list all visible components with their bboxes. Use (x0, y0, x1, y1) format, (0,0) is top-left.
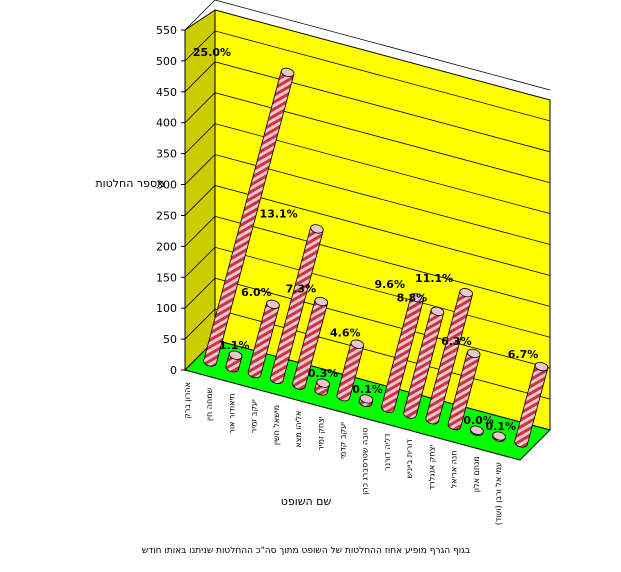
gridline (184, 123, 551, 215)
category-label: עמי אל ורבן (ועוד) (494, 462, 503, 525)
category-label: מישאל חשין (272, 405, 281, 445)
bar (336, 339, 365, 402)
y-tick-label: 500 (156, 55, 177, 68)
gridline (184, 30, 551, 122)
category-label: יעקב זמיר (250, 399, 259, 433)
gridline (184, 154, 551, 245)
category-label: חנה אריאל (450, 451, 459, 489)
bar (403, 306, 445, 419)
category-label: יצחק זמיר (316, 416, 325, 451)
y-tick-label: 250 (156, 209, 177, 222)
y-tick-label: 150 (156, 271, 177, 284)
data-label: 25.0% (193, 46, 231, 59)
category-label: דורית בייניש (405, 439, 414, 479)
data-label: 0.3% (308, 367, 339, 380)
y-tick-label: 100 (156, 302, 177, 315)
category-label: אהרון ברק (183, 382, 192, 419)
gridline (184, 0, 551, 91)
bars (203, 67, 549, 448)
gridline (184, 92, 551, 184)
chart-footnote: בגוף הגרף מופיע אחוז ההחלטות של השופט מת… (142, 546, 470, 556)
bar (447, 348, 481, 431)
y-tick-label: 300 (156, 179, 177, 192)
gridline (184, 277, 551, 369)
data-label: 8.8% (397, 292, 428, 305)
bar (225, 350, 243, 373)
y-tick-label: 400 (156, 117, 177, 130)
y-tick-label: 50 (163, 333, 177, 346)
bar (314, 378, 330, 396)
data-label: 0.0% (463, 414, 494, 427)
bar (292, 296, 329, 390)
bar (469, 425, 484, 437)
category-label: יעקב קדמי (339, 422, 348, 459)
data-label: 11.1% (415, 272, 453, 285)
data-label: 9.6% (374, 278, 405, 291)
category-label: דליה דורנר (383, 433, 392, 471)
category-label: מנחם אלון (472, 456, 481, 492)
y-ticks: 0 50 100 150 200 250 300 350 400 450 500 550 (156, 24, 185, 377)
data-label: 7.3% (286, 283, 317, 296)
y-tick-label: 0 (170, 364, 177, 377)
bar (425, 288, 473, 425)
y-axis-label: מספר החלטות (95, 177, 164, 190)
data-label: 6.3% (441, 335, 472, 348)
bar (381, 293, 425, 413)
category-label: אליהו מצא (294, 411, 303, 448)
x-axis-label: שם השופט (281, 495, 332, 508)
gridline (184, 61, 551, 153)
bar (514, 361, 549, 448)
y-tick-label: 200 (156, 240, 177, 253)
data-labels: 25.0% 1.1% 6.0% 13.1% 7.3% 0.3% 4.6% 0.1% 9.6%8.… (193, 46, 538, 433)
data-label: 13.1% (260, 208, 298, 221)
bar (203, 67, 295, 367)
y-tick-label: 550 (156, 24, 177, 37)
bar (247, 299, 280, 379)
category-label: שמחה חין (205, 387, 214, 421)
data-label: 1.1% (219, 339, 250, 352)
category-label: תיאודור אור (227, 393, 236, 433)
gridline (184, 185, 551, 276)
category-labels: אהרון ברק שמחה חין תיאודור אור יעקב זמיר מיש… (183, 382, 503, 525)
data-label: 0.1% (352, 383, 383, 396)
gridline (184, 308, 551, 400)
y-tick-label: 350 (156, 148, 177, 161)
y-tick-label: 450 (156, 86, 177, 99)
bar (269, 224, 324, 384)
bar (358, 394, 374, 408)
bar (492, 431, 506, 442)
data-label: 0.1% (486, 420, 517, 433)
category-label: יצחק אנגלרד (427, 445, 436, 490)
data-label: 4.6% (330, 326, 361, 339)
category-label: טובה שטרסברג כהן (361, 428, 370, 495)
data-label: 6.7% (508, 348, 539, 361)
data-label: 6.0% (241, 286, 272, 299)
gridline (184, 215, 551, 307)
